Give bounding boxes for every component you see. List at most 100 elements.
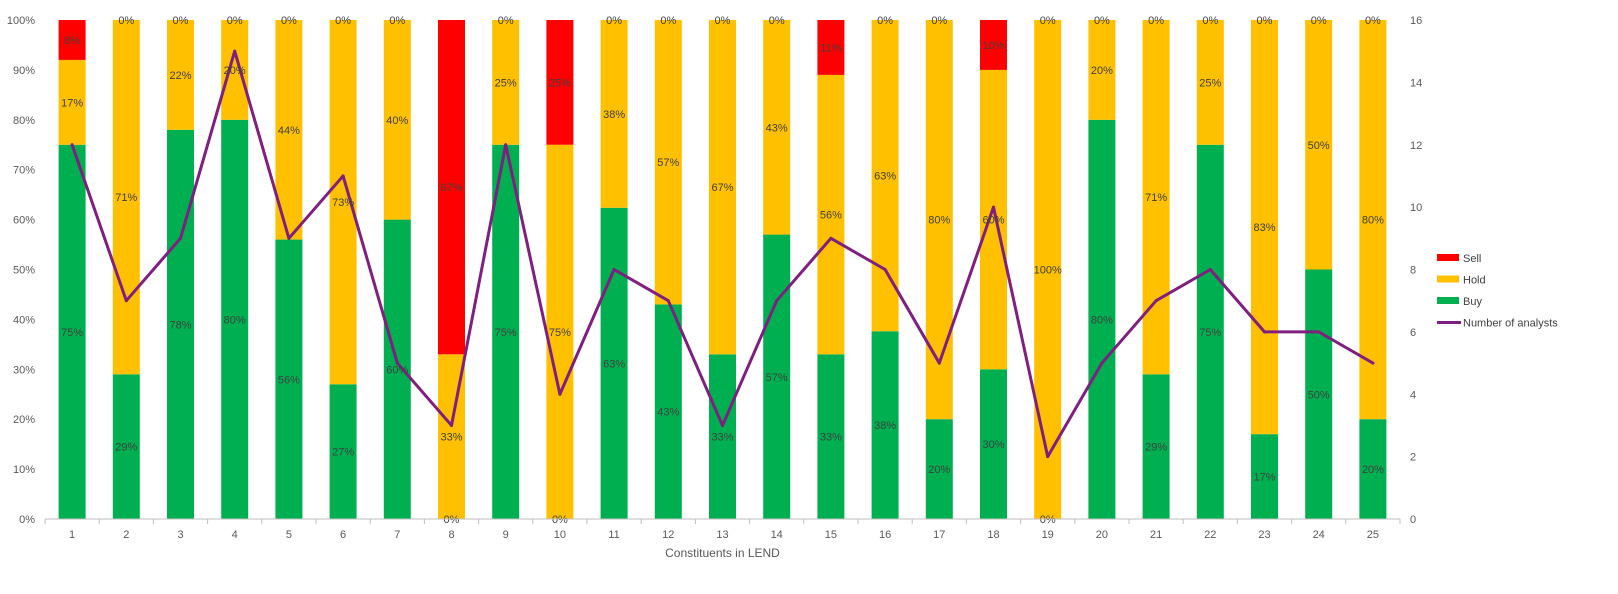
- data-label-buy-3: 78%: [169, 319, 191, 331]
- x-tick-label-22: 22: [1204, 529, 1216, 541]
- bar-buy-18: [980, 369, 1007, 519]
- line-point-5: [287, 236, 291, 240]
- bar-buy-13: [709, 354, 736, 519]
- y-left-tick-label: 60%: [13, 215, 35, 227]
- y-right-tick-label: 2: [1410, 452, 1416, 464]
- line-point-17: [937, 361, 941, 365]
- data-label-buy-22: 75%: [1199, 327, 1221, 339]
- line-point-3: [179, 236, 182, 240]
- bar-hold-22: [1196, 20, 1224, 145]
- line-point-19: [1046, 455, 1050, 459]
- bar-buy-12: [654, 304, 682, 519]
- data-label-sell-1: 8%: [64, 35, 80, 47]
- data-label-sell-14: 0%: [769, 15, 785, 27]
- x-tick-label-24: 24: [1313, 529, 1325, 541]
- data-label-hold-17: 80%: [928, 215, 950, 227]
- y-right-tick-label: 10: [1410, 202, 1422, 214]
- bar-buy-25: [1359, 419, 1387, 519]
- line-point-12: [666, 299, 670, 303]
- bar-buy-9: [492, 144, 520, 519]
- data-label-buy-21: 29%: [1145, 442, 1167, 454]
- bar-hold-10: [546, 144, 574, 519]
- bar-hold-21: [1142, 20, 1170, 375]
- data-label-hold-13: 67%: [711, 182, 733, 194]
- line-point-11: [612, 268, 616, 271]
- data-label-hold-8: 33%: [440, 432, 462, 444]
- line-point-4: [233, 49, 237, 53]
- bar-hold-9: [492, 20, 520, 145]
- x-tick-label-9: 9: [503, 529, 509, 541]
- line-point-2: [124, 299, 128, 303]
- bar-buy-16: [871, 331, 899, 519]
- data-label-buy-10: 0%: [552, 514, 568, 526]
- data-label-buy-2: 29%: [115, 442, 137, 454]
- x-tick-label-1: 1: [69, 529, 75, 541]
- y-right-tick-label: 12: [1410, 140, 1422, 152]
- data-label-buy-17: 20%: [928, 464, 950, 476]
- bar-hold-15: [817, 74, 845, 355]
- data-label-hold-12: 57%: [657, 157, 679, 169]
- bar-hold-14: [763, 20, 791, 235]
- bars-layer: [58, 20, 1387, 520]
- line-point-23: [1263, 330, 1266, 334]
- data-label-buy-4: 80%: [224, 314, 246, 326]
- x-tick-label-5: 5: [286, 529, 292, 541]
- data-label-hold-25: 80%: [1362, 215, 1384, 227]
- data-label-hold-2: 71%: [115, 192, 137, 204]
- line-point-21: [1154, 299, 1158, 303]
- line-point-15: [829, 236, 833, 240]
- data-label-buy-13: 33%: [711, 432, 733, 444]
- data-label-buy-9: 75%: [495, 327, 517, 339]
- y-left-tick-label: 80%: [13, 115, 35, 127]
- line-point-20: [1100, 361, 1104, 365]
- x-tick-label-16: 16: [879, 529, 891, 541]
- y-left-tick-label: 20%: [13, 414, 35, 426]
- data-label-sell-19: 0%: [1040, 15, 1056, 27]
- bar-sell-8: [438, 20, 465, 355]
- data-label-buy-25: 20%: [1362, 464, 1384, 476]
- data-label-hold-24: 50%: [1308, 140, 1330, 152]
- legend-label-hold: Hold: [1463, 275, 1486, 287]
- data-label-sell-8: 67%: [440, 182, 462, 194]
- bar-hold-17: [925, 20, 953, 420]
- line-layer: [70, 49, 1375, 459]
- data-label-sell-7: 0%: [389, 15, 405, 27]
- data-label-buy-20: 80%: [1091, 314, 1113, 326]
- legend-label-sell: Sell: [1463, 253, 1481, 265]
- line-point-22: [1208, 268, 1212, 271]
- x-tick-label-23: 23: [1258, 529, 1270, 541]
- x-tick-label-15: 15: [825, 529, 837, 541]
- bar-sell-10: [546, 20, 574, 145]
- data-label-buy-12: 43%: [657, 407, 679, 419]
- x-tick-label-7: 7: [394, 529, 400, 541]
- line-point-13: [721, 423, 724, 427]
- data-label-sell-9: 0%: [498, 15, 514, 27]
- line-point-16: [883, 268, 887, 271]
- data-label-hold-7: 40%: [386, 115, 408, 127]
- x-tick-label-17: 17: [933, 529, 945, 541]
- data-label-sell-24: 0%: [1311, 15, 1327, 27]
- data-label-buy-16: 38%: [874, 420, 896, 432]
- bar-sell-1: [58, 20, 86, 60]
- y-left-tick-label: 0%: [19, 514, 35, 526]
- bar-buy-6: [329, 384, 357, 519]
- x-tick-label-12: 12: [662, 529, 674, 541]
- line-point-18: [992, 205, 995, 209]
- data-label-buy-5: 56%: [278, 374, 300, 386]
- line-point-7: [395, 361, 399, 365]
- data-label-hold-15: 56%: [820, 210, 842, 222]
- bar-buy-7: [383, 219, 411, 519]
- line-point-25: [1371, 361, 1375, 365]
- x-tick-label-11: 11: [608, 529, 619, 541]
- line-point-14: [775, 299, 779, 303]
- bar-buy-3: [167, 129, 194, 519]
- x-axis-title: Constituents in LEND: [665, 546, 780, 560]
- data-label-hold-14: 43%: [766, 122, 788, 134]
- bar-hold-1: [58, 59, 86, 145]
- bar-hold-23: [1251, 20, 1278, 435]
- data-label-sell-17: 0%: [931, 15, 947, 27]
- data-label-buy-7: 60%: [386, 364, 408, 376]
- line-point-1: [70, 143, 74, 147]
- data-label-sell-3: 0%: [173, 15, 189, 27]
